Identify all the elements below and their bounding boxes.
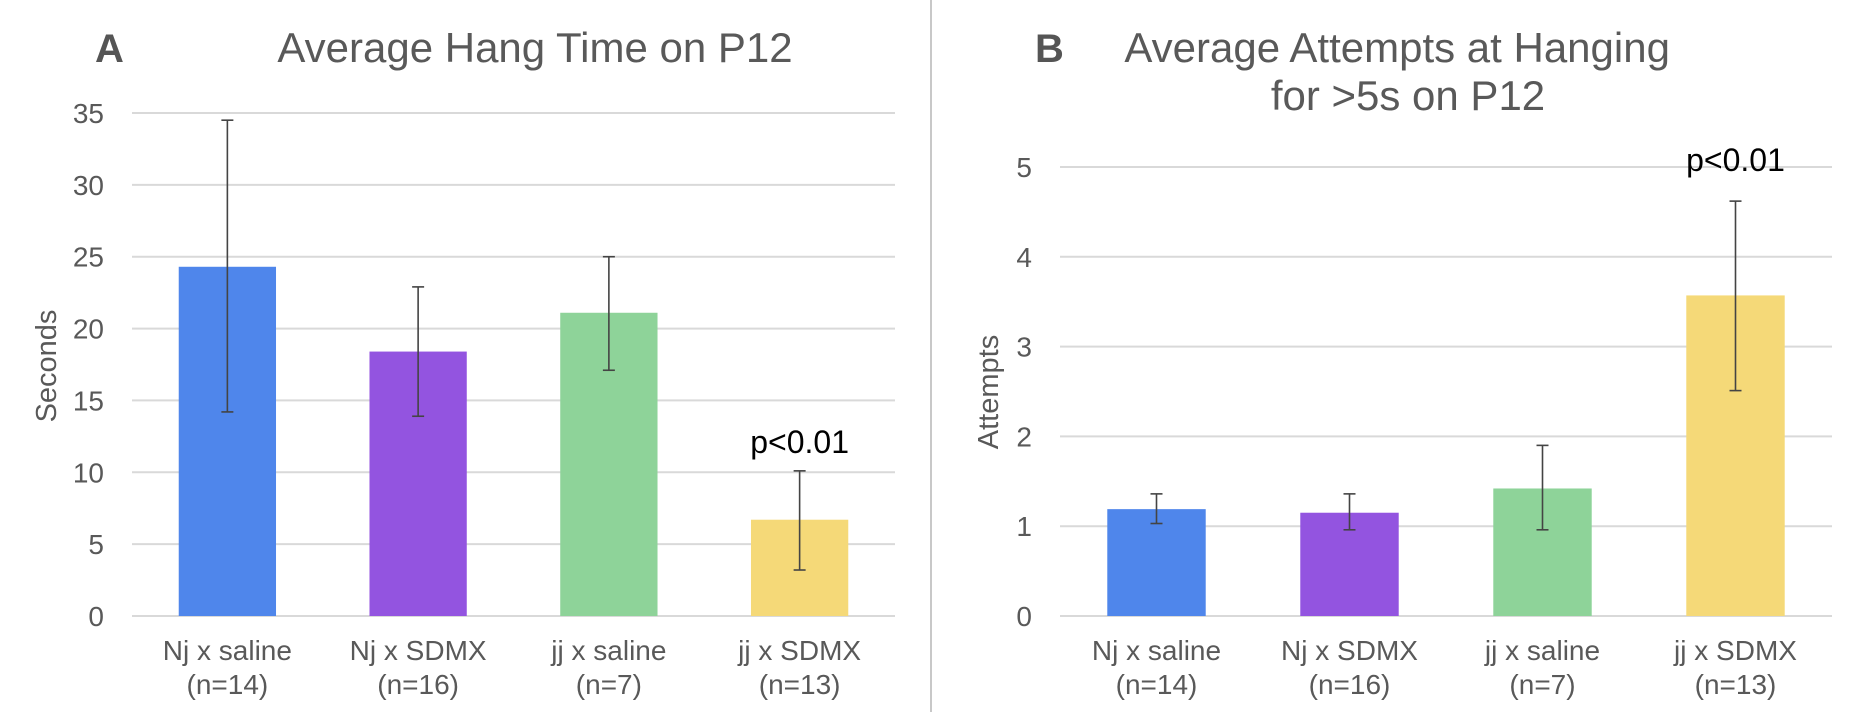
panel-a-title-line-1: Average Hang Time on P12 [277,24,792,71]
ytick-label-a-2: 10 [73,457,104,488]
xtick-label-b-0: Nj x saline [1092,635,1221,666]
ytick-label-b-3: 3 [1016,332,1032,363]
ytick-label-a-5: 25 [73,242,104,273]
panel-b-ylabel: Attempts [973,335,1005,449]
panel-a-ylabel: Seconds [31,310,63,423]
ytick-label-a-0: 0 [88,601,104,632]
panel-b-label: B [1035,27,1064,71]
chart-a: 0 5 10 15 20 25 30 35 Nj x saline(n=14) Nj x SDMX… [73,98,895,700]
panel-a-title: Average Hang Time on P12 [277,24,792,71]
significance-annotation-a-0: p<0.01 [750,424,849,460]
xtick-sublabel-a-3: (n=13) [759,669,841,700]
xtick-label-a-3: jj x SDMX [737,635,861,666]
panel-b-title: Average Attempts at Hanging for >5s on P… [1124,24,1681,119]
xtick-sublabel-a-1: (n=16) [377,669,459,700]
xtick-sublabel-b-3: (n=13) [1695,669,1777,700]
ytick-label-b-2: 2 [1016,421,1032,452]
panel-b-title-line-2: for >5s on P12 [1271,72,1545,119]
xtick-label-b-3: jj x SDMX [1673,635,1797,666]
chart-b: 0 1 2 3 4 5 Nj x saline(n=14) Nj x SDMX(n=16) jj… [1016,142,1832,700]
ytick-label-b-4: 4 [1016,242,1032,273]
panel-a: A Average Hang Time on P12 Seconds 0 5 10 1… [31,24,895,700]
ytick-label-a-4: 20 [73,314,104,345]
xtick-label-a-0: Nj x saline [163,635,292,666]
xtick-sublabel-b-0: (n=14) [1116,669,1198,700]
ytick-label-a-7: 35 [73,98,104,129]
xtick-label-b-1: Nj x SDMX [1281,635,1418,666]
significance-annotation-b-0: p<0.01 [1686,142,1785,178]
bar-b-0 [1107,509,1206,616]
ytick-label-a-3: 15 [73,385,104,416]
ytick-label-b-0: 0 [1016,601,1032,632]
panel-b: B Average Attempts at Hanging for >5s on… [973,24,1832,700]
xtick-label-a-1: Nj x SDMX [350,635,487,666]
ytick-label-a-6: 30 [73,170,104,201]
panel-b-title-line-1: Average Attempts at Hanging [1124,24,1670,71]
xtick-sublabel-b-1: (n=16) [1309,669,1391,700]
ytick-label-b-1: 1 [1016,511,1032,542]
ytick-label-b-5: 5 [1016,152,1032,183]
xtick-sublabel-a-2: (n=7) [576,669,642,700]
xtick-sublabel-a-0: (n=14) [187,669,269,700]
panel-a-label: A [95,27,124,71]
ytick-label-a-1: 5 [88,529,104,560]
xtick-label-a-2: jj x saline [550,635,666,666]
xtick-label-b-2: jj x saline [1484,635,1600,666]
xtick-sublabel-b-2: (n=7) [1509,669,1575,700]
